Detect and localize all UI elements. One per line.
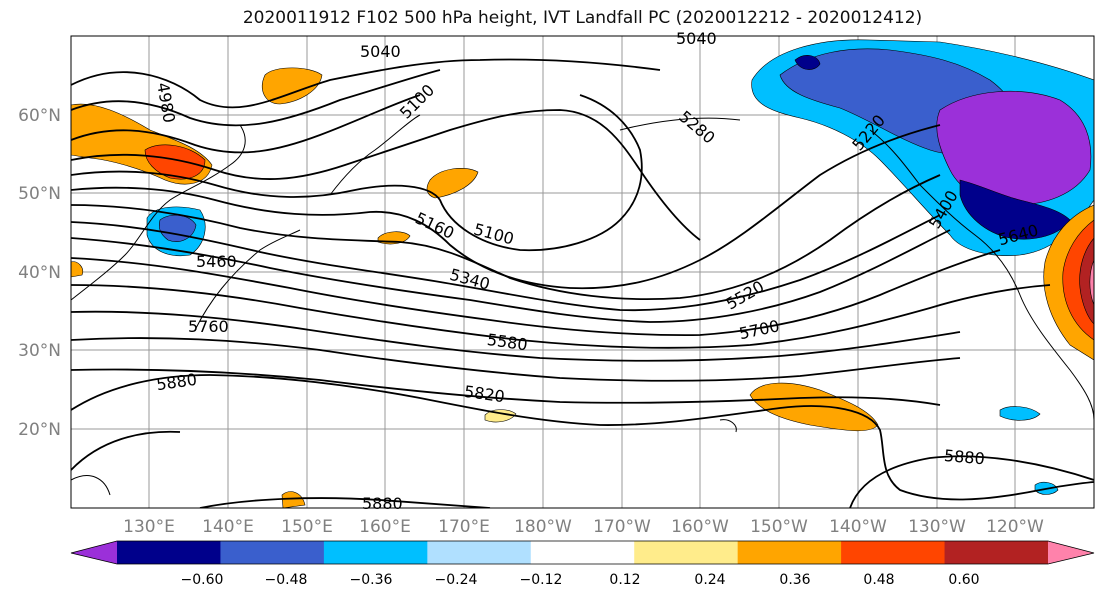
colorbar-tick: 0.36 [779, 572, 810, 588]
colorbar: −0.60 −0.48 −0.36 −0.24 −0.12 0.12 0.24 … [70, 540, 1095, 588]
colorbar-tick: 0.48 [863, 572, 894, 588]
colorbar-cell [117, 541, 221, 564]
lat-label: 30°N [18, 341, 61, 361]
contour-label: 5760 [188, 317, 229, 336]
colorbar-arrow-right [1048, 541, 1094, 564]
lon-label: 140°W [829, 517, 887, 537]
lon-label: 170°W [593, 517, 651, 537]
map-frame [70, 35, 1095, 509]
lon-label: 150°E [281, 517, 333, 537]
lon-label: 150°W [750, 517, 808, 537]
colorbar-tick: 0.24 [694, 572, 725, 588]
lat-label: 20°N [18, 420, 61, 440]
colorbar-cell [323, 541, 428, 564]
colorbar-arrow-left [71, 541, 117, 564]
lat-label: 50°N [18, 184, 61, 204]
lon-label: 130°E [123, 517, 175, 537]
contour-label: 5040 [676, 29, 717, 48]
map-title: 2020011912 F102 500 hPa height, IVT Land… [242, 8, 923, 28]
colorbar-tick: −0.12 [520, 572, 563, 588]
height-contours [71, 58, 1094, 508]
colorbar-cell [841, 541, 946, 564]
ivt-shading [71, 39, 1094, 508]
colorbar-tick: −0.60 [181, 572, 224, 588]
colorbar-tick-labels: −0.60 −0.48 −0.36 −0.24 −0.12 0.12 0.24 … [181, 572, 980, 588]
colorbar-cell [220, 541, 325, 564]
colorbar-tick: −0.36 [350, 572, 393, 588]
colorbar-cell [944, 541, 1049, 564]
lon-label: 130°W [908, 517, 966, 537]
latitude-labels: 60°N 50°N 40°N 30°N 20°N [18, 106, 61, 440]
colorbar-tick: 0.12 [609, 572, 640, 588]
coastlines [71, 114, 1094, 496]
lon-label: 170°E [438, 517, 490, 537]
lon-label: 160°E [359, 517, 411, 537]
colorbar-tick: 0.60 [948, 572, 979, 588]
lon-label: 160°W [671, 517, 729, 537]
colorbar-cell [427, 541, 532, 564]
lon-label: 120°W [986, 517, 1044, 537]
colorbar-cell [634, 541, 739, 564]
colorbar-tick: −0.48 [265, 572, 308, 588]
lat-label: 60°N [18, 106, 61, 126]
contour-label: 5880 [362, 494, 403, 513]
contour-label: 5040 [360, 42, 401, 61]
lon-label: 140°E [202, 517, 254, 537]
contour-label: 5460 [196, 252, 237, 271]
longitude-labels: 130°E 140°E 150°E 160°E 170°E 180°W 170°… [123, 517, 1044, 537]
colorbar-tick: −0.24 [435, 572, 478, 588]
contour-label: 5880 [943, 446, 985, 468]
lon-label: 180°W [514, 517, 572, 537]
colorbar-cell [737, 541, 842, 564]
lat-label: 40°N [18, 263, 61, 283]
colorbar-cell [530, 541, 635, 564]
